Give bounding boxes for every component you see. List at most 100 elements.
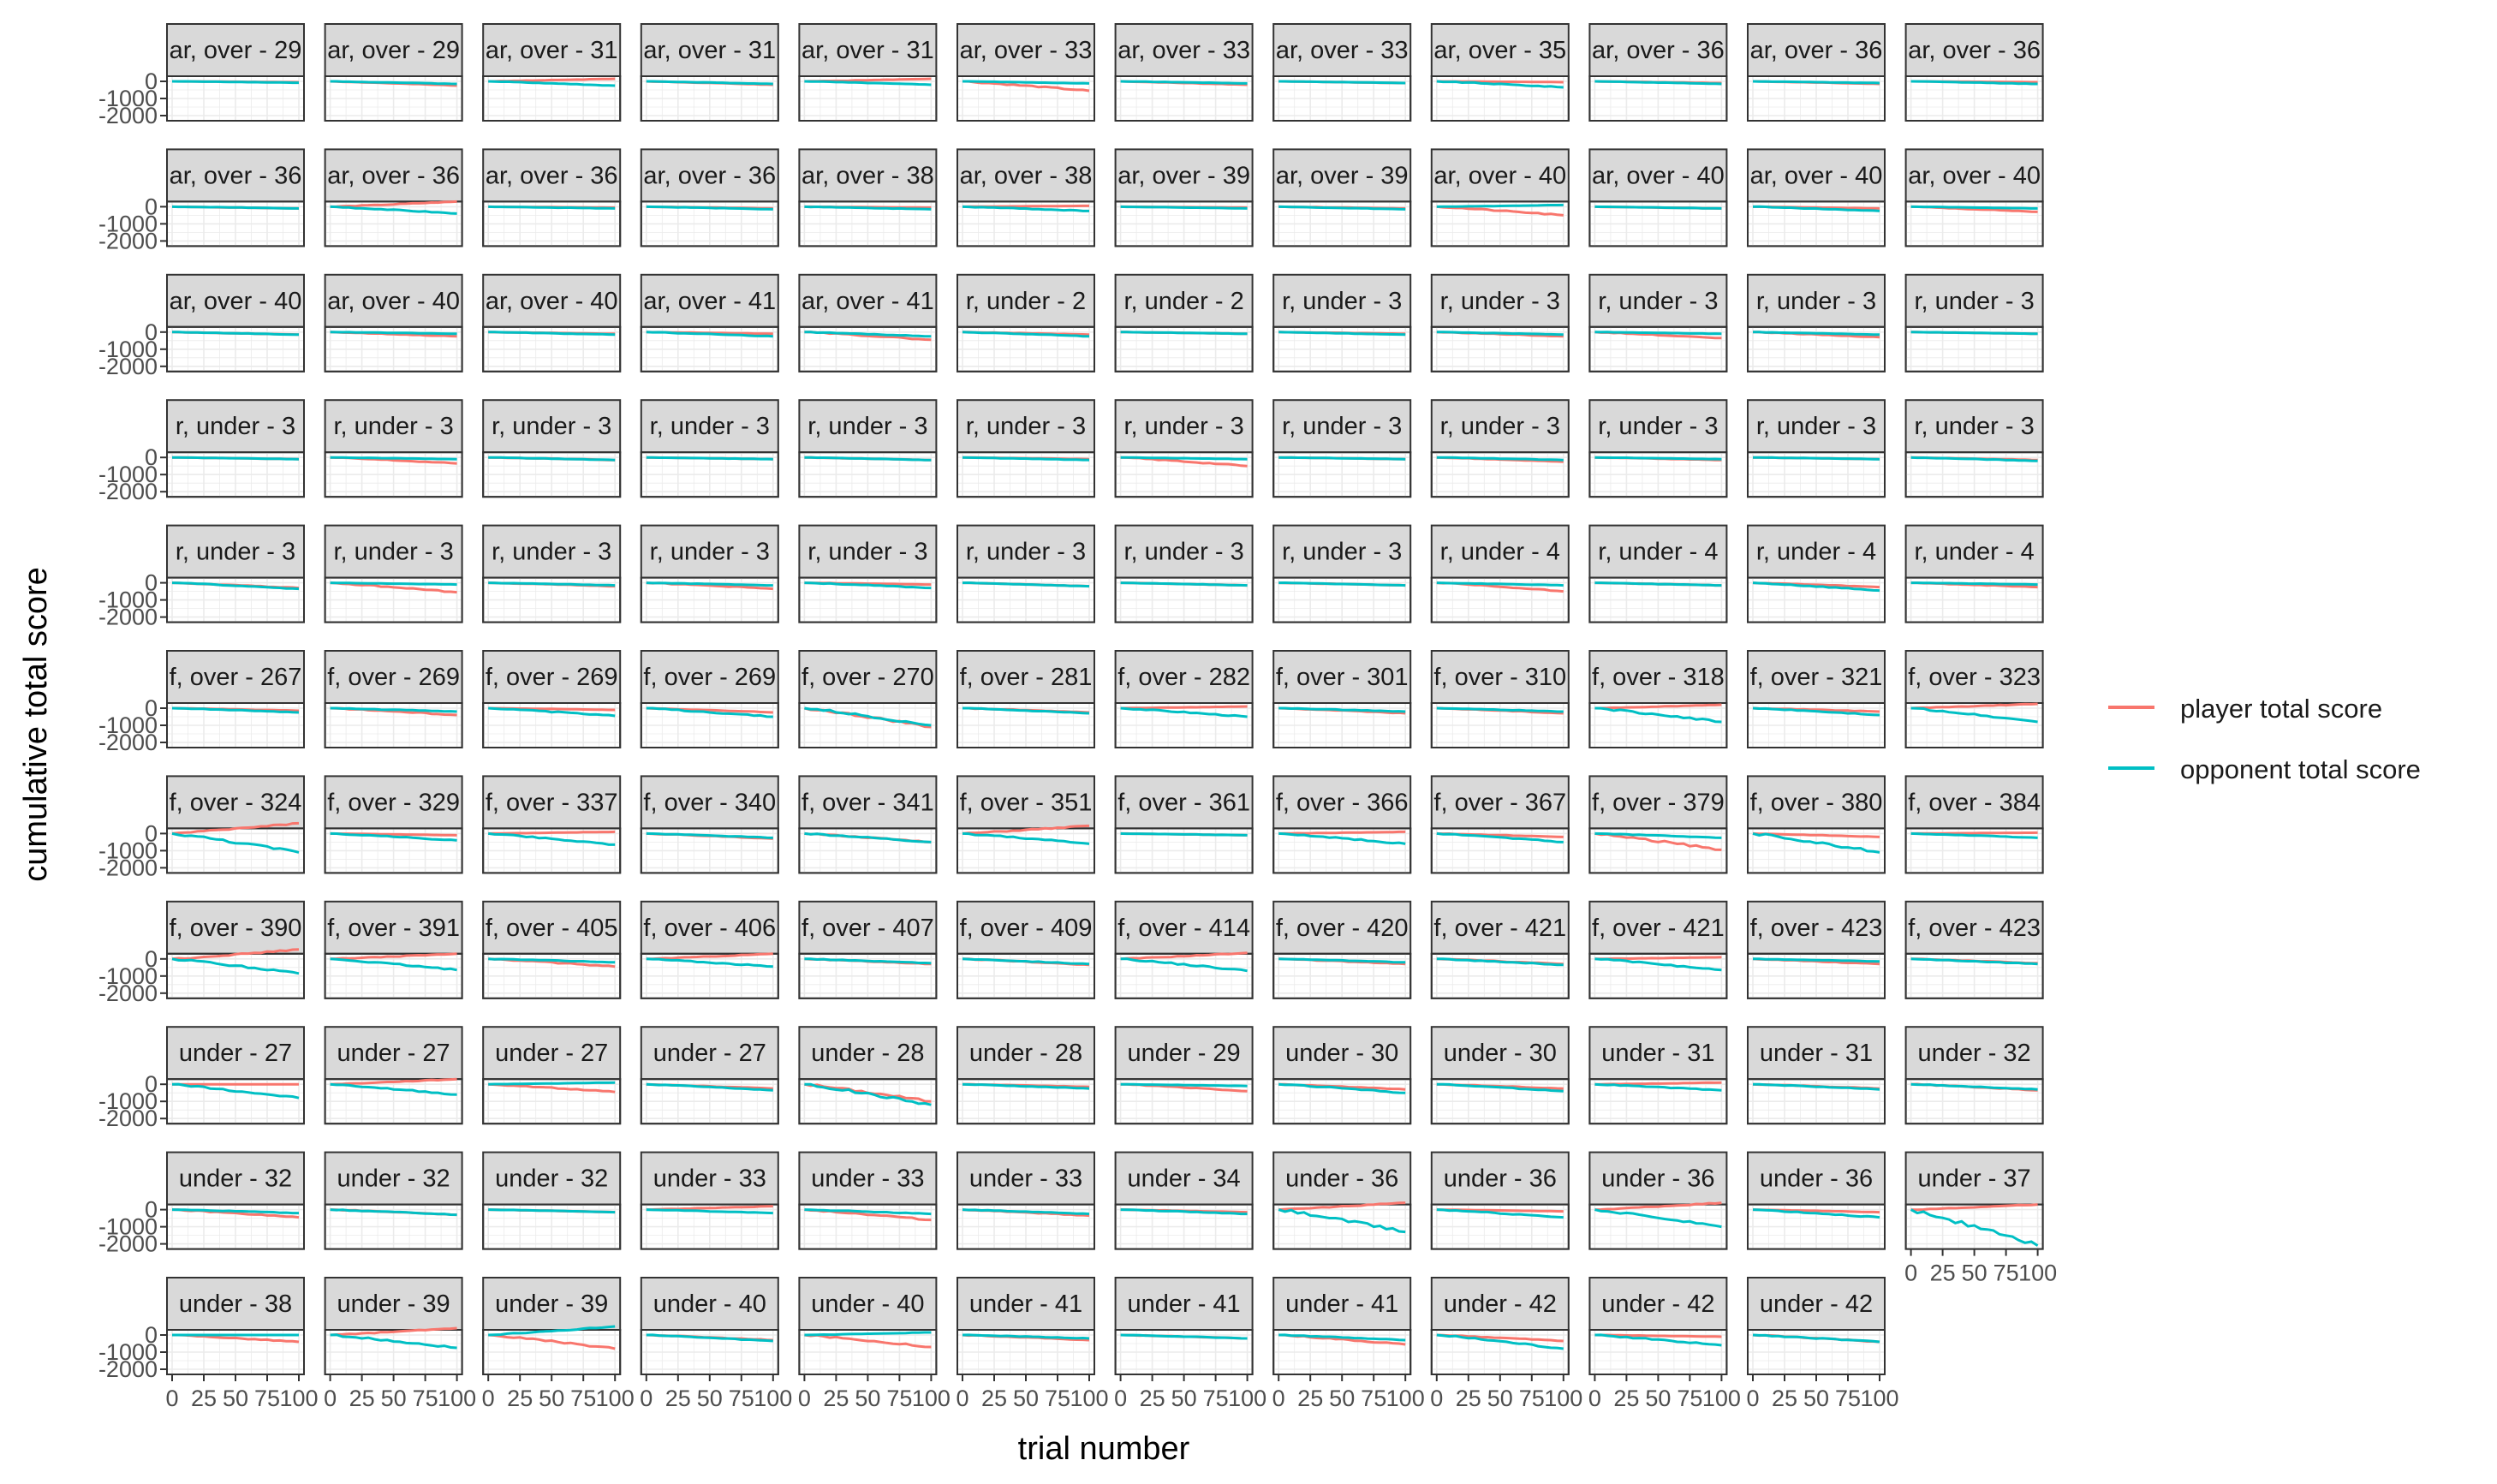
facet-strip <box>1588 1026 1728 1081</box>
opponent-score-line <box>804 1082 932 1106</box>
facet-panel: under - 27 <box>166 1026 305 1125</box>
facet-panel: f, over - 269 <box>324 650 463 748</box>
facet-panel: under - 33 <box>640 1151 779 1250</box>
opponent-score-line <box>1910 456 2038 462</box>
opponent-score-line <box>962 80 1090 85</box>
facet-panel: ar, over - 41 <box>798 273 938 372</box>
y-tick-label: 0 <box>145 820 158 846</box>
player-score-line <box>330 1077 457 1086</box>
x-tick-label: 0 <box>1430 1386 1443 1411</box>
opponent-score-line <box>488 1325 616 1337</box>
panel-grid <box>1274 453 1410 497</box>
facet-strip <box>324 1026 463 1081</box>
player-score-line <box>330 200 457 208</box>
opponent-score-line <box>1436 581 1564 587</box>
facet-strip <box>166 650 305 704</box>
facet-panel: f, over - 282 <box>1114 650 1254 748</box>
x-tick-label: 50 <box>1962 1261 1987 1286</box>
facet-strip-label: under - 32 <box>337 1165 450 1193</box>
facet-panel: under - 41 <box>1272 1277 1412 1375</box>
facet-strip <box>956 273 1095 328</box>
facet-panel: r, under - 3 <box>1747 399 1886 498</box>
opponent-score-line <box>804 957 932 965</box>
facet-strip <box>1588 1277 1728 1331</box>
facet-panel: ar, over - 33 <box>1114 23 1254 122</box>
opponent-score-line <box>1752 205 1880 212</box>
facet-panel: f, over - 406 <box>640 900 779 999</box>
facet-strip <box>166 23 305 77</box>
x-tick-label: 75 <box>1993 1261 2019 1286</box>
facet-panel: f, over - 318 <box>1588 650 1728 748</box>
facet-strip <box>482 23 622 77</box>
facet-panel: ar, over - 31 <box>798 23 938 122</box>
panel-grid <box>800 829 936 873</box>
player-score-line <box>962 80 1090 92</box>
y-tick-label: -2000 <box>98 354 158 379</box>
facet-strip-label: r, under - 3 <box>1440 413 1560 440</box>
facet-strip <box>324 399 463 454</box>
facet-strip <box>640 1277 779 1331</box>
opponent-score-line <box>1752 1208 1880 1219</box>
facet-strip-label: ar, over - 40 <box>486 288 618 315</box>
facet-panel: under - 28 <box>956 1026 1095 1125</box>
panel-grid <box>800 1205 936 1249</box>
opponent-score-line <box>1120 331 1248 336</box>
facet-strip <box>1114 524 1254 579</box>
player-score-line <box>1278 1201 1406 1212</box>
x-tick-label: 0 <box>956 1386 968 1411</box>
x-tick-label: 100 <box>596 1386 635 1411</box>
opponent-score-line <box>1594 331 1722 336</box>
opponent-score-line <box>962 581 1090 588</box>
opponent-score-line <box>962 831 1090 845</box>
facet-strip-label: f, over - 324 <box>170 789 302 816</box>
facet-panel: under - 32 <box>482 1151 622 1250</box>
x-tick-label: 75 <box>1045 1386 1070 1411</box>
opponent-score-line <box>1752 456 1880 461</box>
facet-panel: r, under - 3 <box>1904 273 2044 372</box>
facet-strip-label: under - 37 <box>1917 1165 2030 1193</box>
facet-strip-label: ar, over - 33 <box>1276 37 1409 64</box>
facet-strip-label: ar, over - 41 <box>643 288 776 315</box>
facet-strip-label: under - 32 <box>495 1165 608 1193</box>
facet-strip <box>166 1151 305 1206</box>
facet-strip-label: r, under - 3 <box>1914 288 2034 315</box>
opponent-score-line <box>1910 205 2038 210</box>
facet-panel: r, under - 3 <box>956 524 1095 623</box>
facet-strip-label: r, under - 3 <box>966 539 1086 566</box>
facet-panel: ar, over - 40 <box>1747 148 1886 247</box>
x-tick-label: 25 <box>1140 1386 1165 1411</box>
facet-strip <box>798 1026 938 1081</box>
facet-strip <box>166 524 305 579</box>
facet-strip <box>798 273 938 328</box>
opponent-score-line <box>1910 957 2038 966</box>
facet-strip <box>640 524 779 579</box>
facet-strip-label: ar, over - 36 <box>643 162 776 189</box>
facet-panel: f, over - 366 <box>1272 775 1412 874</box>
x-tick-label: 50 <box>1013 1386 1039 1411</box>
facet-panel: f, over - 310 <box>1430 650 1570 748</box>
facet-panel: under - 28 <box>798 1026 938 1125</box>
opponent-score-line <box>1594 706 1722 724</box>
y-tick-label: -1000 <box>98 86 158 111</box>
facet-strip-label: under - 27 <box>495 1040 608 1067</box>
facet-panel: ar, over - 39 <box>1272 148 1412 247</box>
facet-panel: f, over - 323 <box>1904 650 2044 748</box>
facet-strip-label: r, under - 4 <box>1598 539 1718 566</box>
x-tick-label: 50 <box>855 1386 880 1411</box>
facet-strip-label: ar, over - 36 <box>486 162 618 189</box>
opponent-score-line <box>330 456 457 461</box>
opponent-score-line <box>172 456 300 461</box>
opponent-score-line <box>171 205 299 210</box>
facet-strip-label: under - 28 <box>811 1040 924 1067</box>
panel-grid <box>1274 77 1410 120</box>
facet-strip <box>482 1151 622 1206</box>
facet-strip <box>798 650 938 704</box>
facet-strip <box>640 775 779 830</box>
facet-strip <box>1588 1151 1728 1206</box>
x-tick-label: 0 <box>482 1386 495 1411</box>
facet-strip-label: under - 36 <box>1601 1165 1714 1193</box>
y-tick-label: 0 <box>145 695 158 721</box>
x-tick-label: 25 <box>1930 1261 1956 1286</box>
x-tick-label: 100 <box>1860 1386 1898 1411</box>
facet-panel: r, under - 3 <box>1272 399 1412 498</box>
